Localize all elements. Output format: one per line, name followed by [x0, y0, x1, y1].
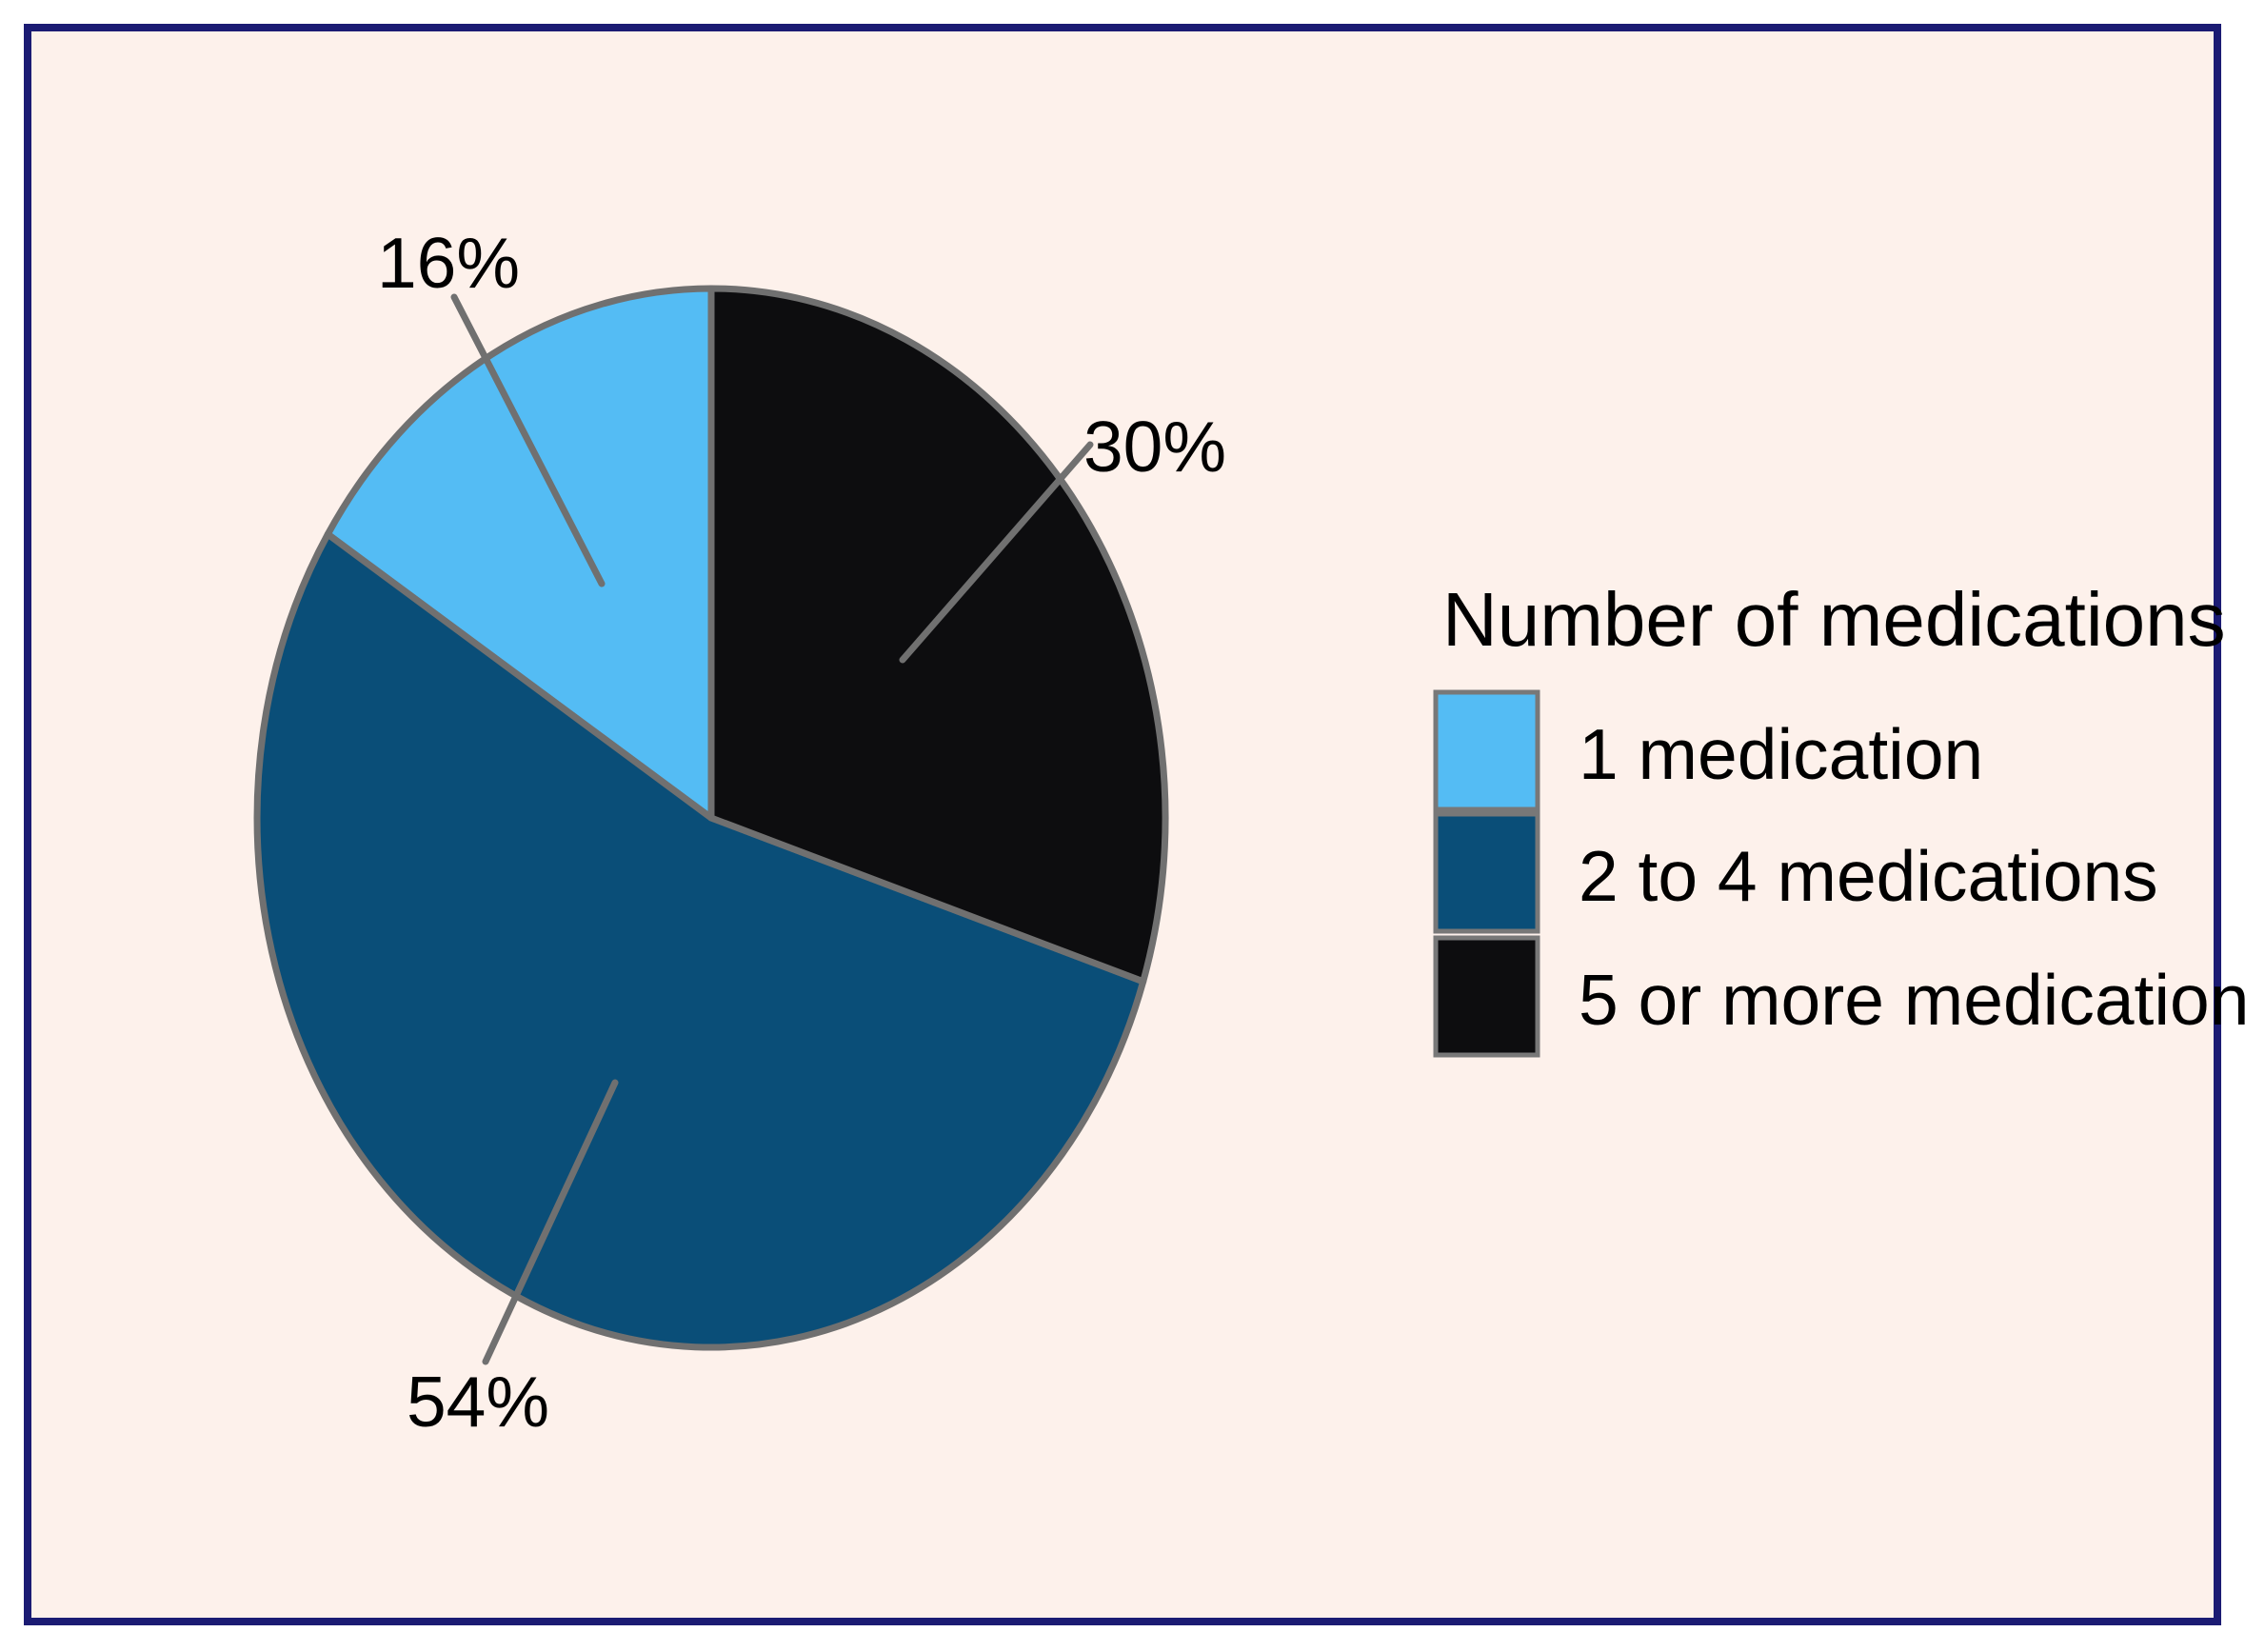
pie-slice-1-medication [324, 285, 715, 822]
legend-item-label-2-to-4-medications: 2 to 4 medications [1579, 836, 2158, 916]
legend-title: Number of medications [1442, 577, 2226, 662]
leader-lines [450, 293, 1094, 1365]
leader-line-16pct [450, 293, 606, 587]
legend-swatch-2-to-4-medications [1433, 811, 1540, 934]
pie [253, 285, 1169, 1351]
leader-line-30pct [899, 441, 1094, 664]
slice-pct-label-1-medication: 16% [377, 223, 520, 303]
legend-swatches [1433, 689, 1540, 1058]
legend: Number of medications 1 medication 2 to … [1433, 577, 2245, 1058]
leader-line-54pct [482, 1079, 619, 1365]
legend-item-label-5-or-more-medications: 5 or more medications [1579, 960, 2245, 1040]
legend-swatch-1-medication [1433, 689, 1540, 812]
slice-pct-label-5-or-more-medications: 30% [1083, 407, 1226, 487]
legend-swatch-5-or-more-medications [1433, 935, 1540, 1058]
pie-slice-5-or-more-medications [707, 285, 1169, 985]
slice-pct-label-2-to-4-medications: 54% [407, 1362, 549, 1442]
legend-item-label-1-medication: 1 medication [1579, 714, 1983, 794]
